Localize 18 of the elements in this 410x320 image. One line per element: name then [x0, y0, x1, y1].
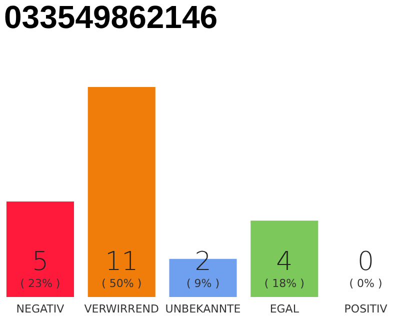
data-label: 5 — [32, 247, 48, 277]
x-tick-label: EGAL — [270, 302, 300, 316]
x-tick-label: UNBEKANNTE — [165, 302, 241, 316]
annotation: ( 50% ) — [102, 277, 142, 290]
bar — [6, 202, 74, 297]
x-tick-label: POSITIV — [344, 302, 388, 316]
bar — [250, 220, 318, 297]
data-label: 0 — [358, 247, 374, 277]
x-tick-label: NEGATIV — [16, 302, 65, 316]
bar — [88, 87, 156, 297]
data-label: 4 — [276, 247, 293, 277]
data-label: 11 — [105, 247, 138, 277]
chart-title: 033549862146 — [4, 0, 218, 35]
annotation: ( 9% ) — [186, 277, 220, 290]
annotation: ( 23% ) — [20, 277, 60, 290]
x-tick-label: VERWIRREND — [84, 302, 159, 316]
annotation: ( 18% ) — [264, 277, 304, 290]
annotation: ( 0% ) — [349, 277, 382, 290]
